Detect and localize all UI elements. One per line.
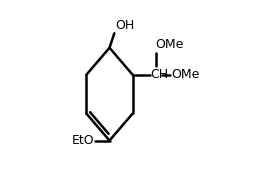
Text: OMe: OMe	[171, 68, 199, 81]
Text: OMe: OMe	[155, 38, 183, 51]
Text: CH: CH	[150, 68, 169, 81]
Text: EtO: EtO	[71, 134, 94, 147]
Text: OH: OH	[115, 19, 135, 32]
